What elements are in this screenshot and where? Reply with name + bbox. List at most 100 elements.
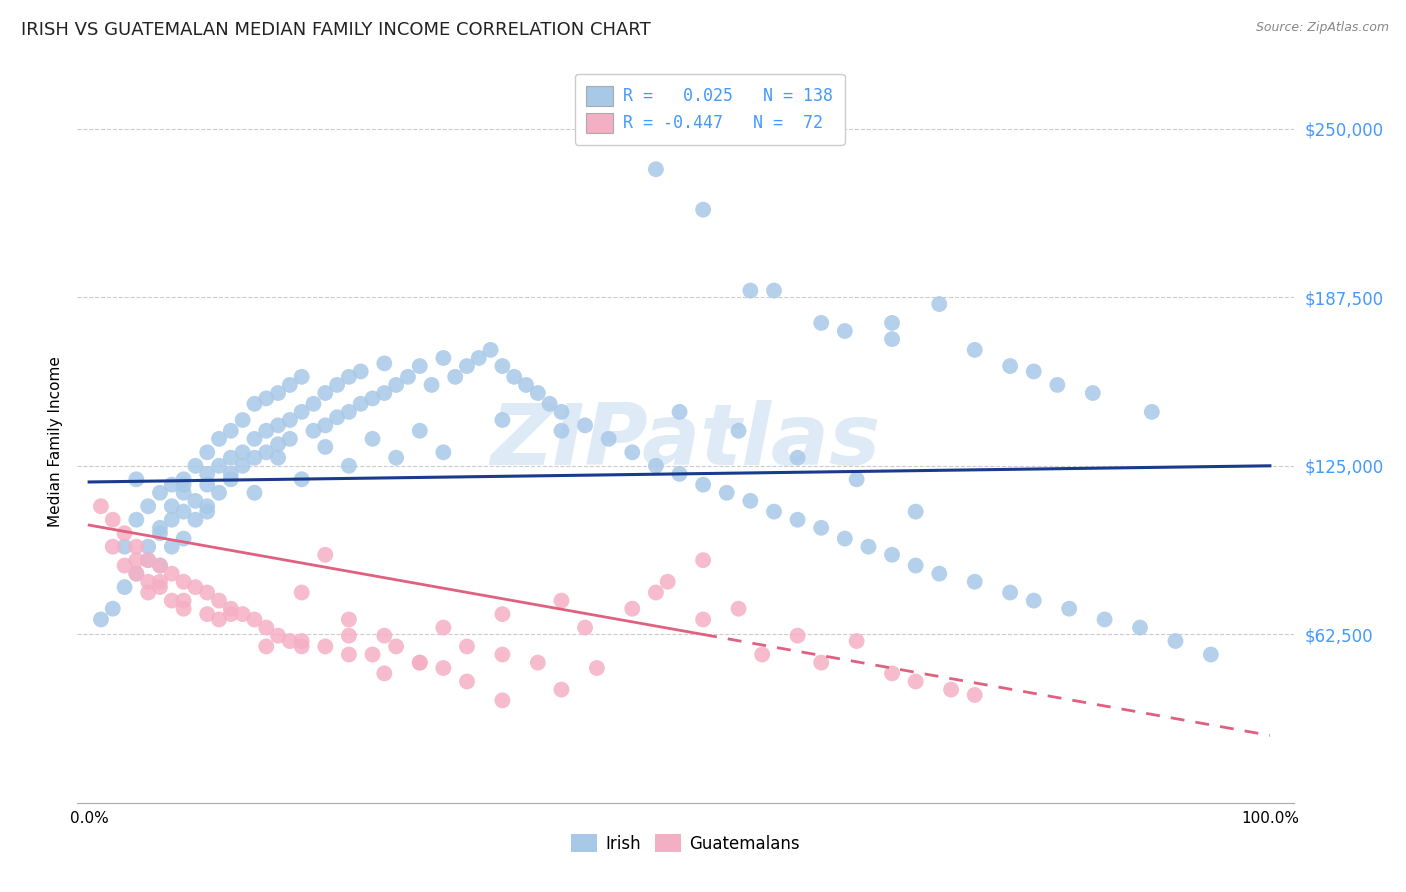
Point (692, 477, 714, 491)
Point (195, 445, 218, 459)
Point (184, 493, 207, 508)
Point (550, 682, 572, 697)
Point (195, 505, 218, 519)
Point (834, 324, 856, 338)
Point (786, 450, 808, 465)
Point (173, 472, 195, 486)
Point (195, 467, 218, 481)
Point (232, 458, 254, 473)
Point (243, 485, 266, 500)
Point (727, 424, 749, 438)
Point (326, 410, 349, 425)
Point (278, 413, 301, 427)
Point (1081, 386, 1104, 401)
Point (727, 601, 749, 615)
Point (810, 521, 832, 535)
Point (267, 386, 290, 401)
Point (361, 648, 384, 662)
Point (503, 369, 526, 384)
Point (574, 418, 596, 433)
Point (762, 284, 785, 298)
Point (125, 566, 148, 581)
Point (1022, 364, 1045, 378)
Point (1140, 405, 1163, 419)
Point (432, 445, 454, 459)
Point (1046, 378, 1069, 392)
Point (880, 332, 903, 346)
Point (278, 378, 301, 392)
Point (267, 450, 290, 465)
Point (444, 369, 467, 384)
Point (90, 500, 112, 514)
Point (939, 682, 962, 697)
Point (928, 297, 950, 311)
Point (208, 458, 231, 473)
Point (337, 648, 360, 662)
Point (432, 351, 454, 365)
Point (385, 640, 408, 654)
Point (692, 612, 714, 626)
Point (810, 656, 832, 670)
Point (173, 532, 195, 546)
Point (125, 540, 148, 554)
Point (314, 548, 336, 562)
Point (136, 585, 159, 599)
Point (845, 472, 868, 486)
Point (254, 445, 277, 459)
Point (125, 513, 148, 527)
Point (1022, 593, 1045, 607)
Point (598, 432, 620, 446)
Point (291, 640, 314, 654)
Point (314, 386, 336, 401)
Point (136, 553, 159, 567)
Point (208, 612, 231, 626)
Point (432, 661, 454, 675)
Point (195, 477, 218, 491)
Point (101, 513, 124, 527)
Point (538, 397, 561, 411)
Point (373, 666, 395, 681)
Point (432, 621, 454, 635)
Point (880, 666, 903, 681)
Point (101, 601, 124, 615)
Point (101, 540, 124, 554)
Point (302, 397, 325, 411)
Point (468, 351, 491, 365)
Point (963, 343, 986, 357)
Point (373, 629, 395, 643)
Point (998, 359, 1021, 373)
Point (278, 634, 301, 648)
Point (361, 392, 384, 406)
Point (1094, 612, 1116, 626)
Point (125, 553, 148, 567)
Point (1164, 634, 1187, 648)
Point (337, 369, 360, 384)
Point (267, 437, 290, 451)
Point (456, 640, 478, 654)
Point (668, 405, 690, 419)
Point (184, 513, 207, 527)
Point (219, 472, 242, 486)
Text: Source: ZipAtlas.com: Source: ZipAtlas.com (1256, 21, 1389, 34)
Point (173, 477, 195, 491)
Point (550, 593, 572, 607)
Point (160, 477, 183, 491)
Point (173, 593, 195, 607)
Point (740, 284, 762, 298)
Point (160, 593, 183, 607)
Y-axis label: Median Family Income: Median Family Income (48, 356, 63, 527)
Point (515, 378, 537, 392)
Point (302, 424, 325, 438)
Text: ZIPatlas: ZIPatlas (491, 400, 880, 483)
Point (149, 485, 172, 500)
Point (550, 424, 572, 438)
Point (195, 500, 218, 514)
Point (409, 656, 432, 670)
Point (491, 648, 513, 662)
Point (149, 521, 172, 535)
Point (184, 580, 207, 594)
Point (1129, 621, 1152, 635)
Point (491, 413, 513, 427)
Point (208, 432, 231, 446)
Point (114, 580, 136, 594)
